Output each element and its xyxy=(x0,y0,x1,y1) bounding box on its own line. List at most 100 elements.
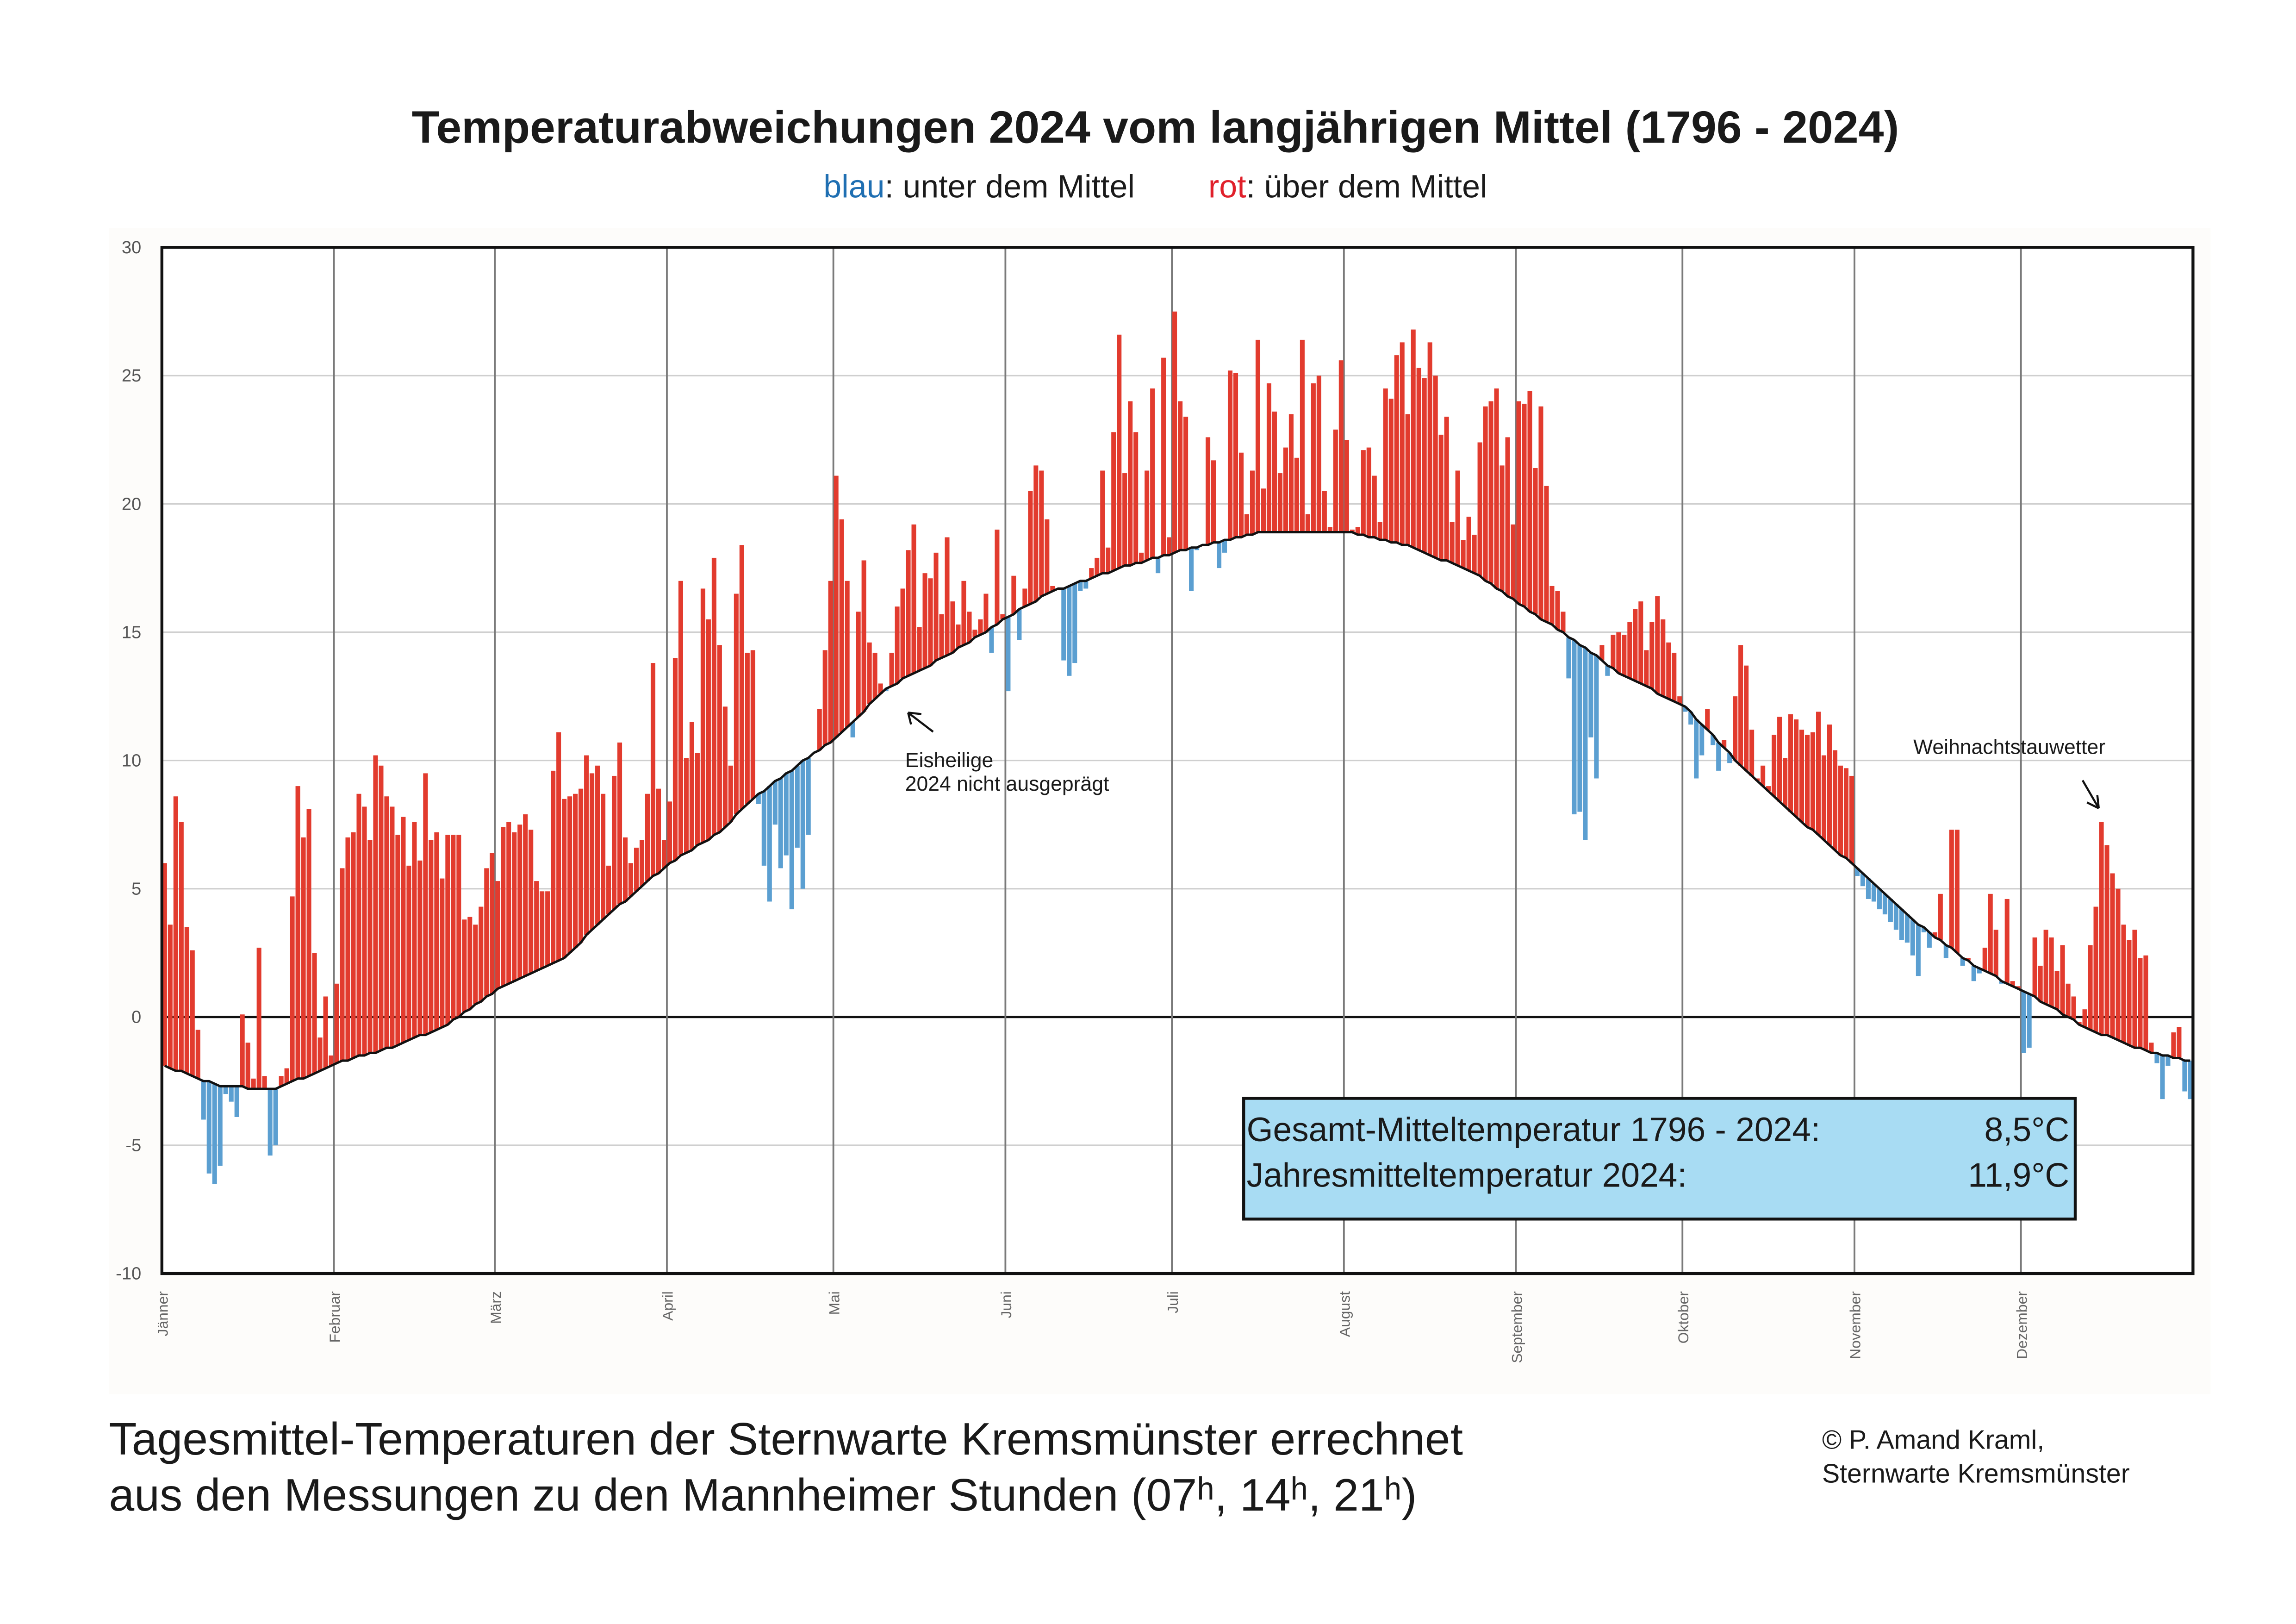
bar-above xyxy=(1000,614,1005,619)
bar-below xyxy=(1067,586,1072,676)
bar-above xyxy=(995,529,1000,625)
bar-below xyxy=(1605,665,1610,676)
bar-above xyxy=(1427,342,1432,556)
bar-above xyxy=(2093,906,2098,1033)
bar-above xyxy=(1810,732,1816,830)
bar-above xyxy=(479,906,484,1002)
x-tick-label: März xyxy=(487,1291,504,1324)
bar-above xyxy=(1111,432,1116,571)
bar-below xyxy=(1904,914,1910,943)
bars xyxy=(162,311,2193,1184)
bar-below xyxy=(1694,719,1699,779)
bar-above xyxy=(1211,460,1216,543)
bar-above xyxy=(1472,535,1477,574)
bar-above xyxy=(1555,591,1560,630)
bar-above xyxy=(1738,645,1743,766)
bar-above xyxy=(306,809,311,1076)
bar-above xyxy=(1405,414,1410,545)
bar-below xyxy=(212,1083,217,1184)
bar-above xyxy=(512,832,517,981)
bar-below xyxy=(800,760,805,889)
bar-below xyxy=(1699,725,1705,756)
bar-above xyxy=(967,612,972,643)
bar-below xyxy=(1716,742,1721,771)
bar-above xyxy=(384,796,389,1048)
bar-above xyxy=(1095,557,1100,576)
bar-above xyxy=(1838,765,1843,856)
bar-above xyxy=(1145,470,1150,561)
bar-below xyxy=(201,1081,206,1120)
bar-above xyxy=(1832,750,1838,850)
bar-above xyxy=(856,612,861,717)
bar-above xyxy=(2177,1027,2182,1058)
bar-above xyxy=(956,625,961,648)
bar-above xyxy=(1355,527,1360,535)
legend-text: : über dem Mittel xyxy=(1246,168,1487,204)
legend-color-word: blau xyxy=(823,168,884,204)
bar-above xyxy=(1821,755,1827,840)
bar-above xyxy=(1544,486,1549,622)
bar-above xyxy=(1333,429,1338,532)
bar-above xyxy=(1089,568,1094,579)
bar-above xyxy=(1305,514,1310,532)
annotation-text: Eisheilige xyxy=(905,749,994,772)
bar-above xyxy=(1294,457,1299,532)
bar-above xyxy=(490,853,495,994)
x-tick-label: September xyxy=(1508,1291,1525,1363)
bar-above xyxy=(390,806,395,1048)
bar-below xyxy=(1216,542,1222,568)
bar-above xyxy=(179,822,184,1071)
annotation-arrow xyxy=(2081,780,2100,810)
bar-above xyxy=(972,630,977,637)
bar-below xyxy=(1683,706,1688,712)
bar-below xyxy=(795,765,800,848)
bar-above xyxy=(817,709,822,750)
annotation-text: 2024 nicht ausgeprägt xyxy=(905,773,1109,795)
bar-above xyxy=(1344,440,1349,532)
bar-below xyxy=(1888,899,1893,922)
bar-above xyxy=(939,614,944,658)
bar-above xyxy=(262,1076,267,1089)
bar-below xyxy=(1083,581,1089,589)
bar-above xyxy=(734,593,739,815)
bar-above xyxy=(440,878,445,1027)
bar-above xyxy=(1666,642,1671,699)
bar-above xyxy=(2088,945,2093,1030)
bar-above xyxy=(1561,612,1566,632)
bar-below xyxy=(1910,919,1915,956)
x-tick-label: Juni xyxy=(998,1291,1014,1318)
x-tick-label: Februar xyxy=(326,1291,343,1343)
bar-above xyxy=(1117,334,1122,568)
bar-above xyxy=(434,832,439,1030)
y-tick-label: 25 xyxy=(122,366,141,386)
bar-above xyxy=(401,817,406,1043)
bar-above xyxy=(1183,417,1188,550)
bar-above xyxy=(1661,619,1666,697)
bar-above xyxy=(429,840,434,1033)
bar-above xyxy=(317,1037,323,1071)
bar-below xyxy=(1727,753,1732,763)
x-tick-label: April xyxy=(660,1291,676,1321)
bar-above xyxy=(2116,888,2121,1040)
bar-below xyxy=(2021,991,2026,1053)
bar-above xyxy=(889,652,894,686)
bar-above xyxy=(717,645,722,832)
bar-above xyxy=(1372,475,1377,537)
bar-above xyxy=(861,560,866,712)
bar-above xyxy=(1749,730,1755,776)
bar-above xyxy=(1527,391,1532,612)
bar-above xyxy=(1100,470,1105,574)
bar-above xyxy=(168,924,173,1068)
bar-above xyxy=(2043,930,2048,1005)
bar-above xyxy=(1672,652,1677,702)
bar-above xyxy=(1932,932,1937,938)
bar-above xyxy=(1338,360,1344,532)
bar-above xyxy=(1466,517,1471,571)
bar-above xyxy=(1993,930,1998,976)
bar-above xyxy=(245,1043,250,1089)
bar-above xyxy=(1277,473,1282,532)
bar-below xyxy=(1882,893,1887,915)
bar-above xyxy=(1045,519,1050,594)
bar-below xyxy=(1899,909,1904,940)
bar-above xyxy=(1954,830,1960,953)
